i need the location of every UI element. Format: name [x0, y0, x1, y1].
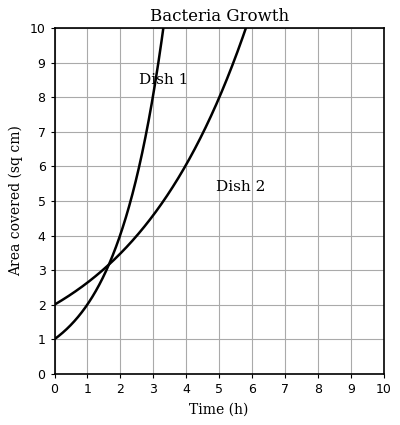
Text: Dish 2: Dish 2 [216, 180, 265, 194]
Title: Bacteria Growth: Bacteria Growth [150, 8, 289, 25]
Y-axis label: Area covered (sq cm): Area covered (sq cm) [8, 125, 23, 276]
Text: Dish 1: Dish 1 [138, 73, 188, 87]
X-axis label: Time (h): Time (h) [190, 402, 249, 416]
